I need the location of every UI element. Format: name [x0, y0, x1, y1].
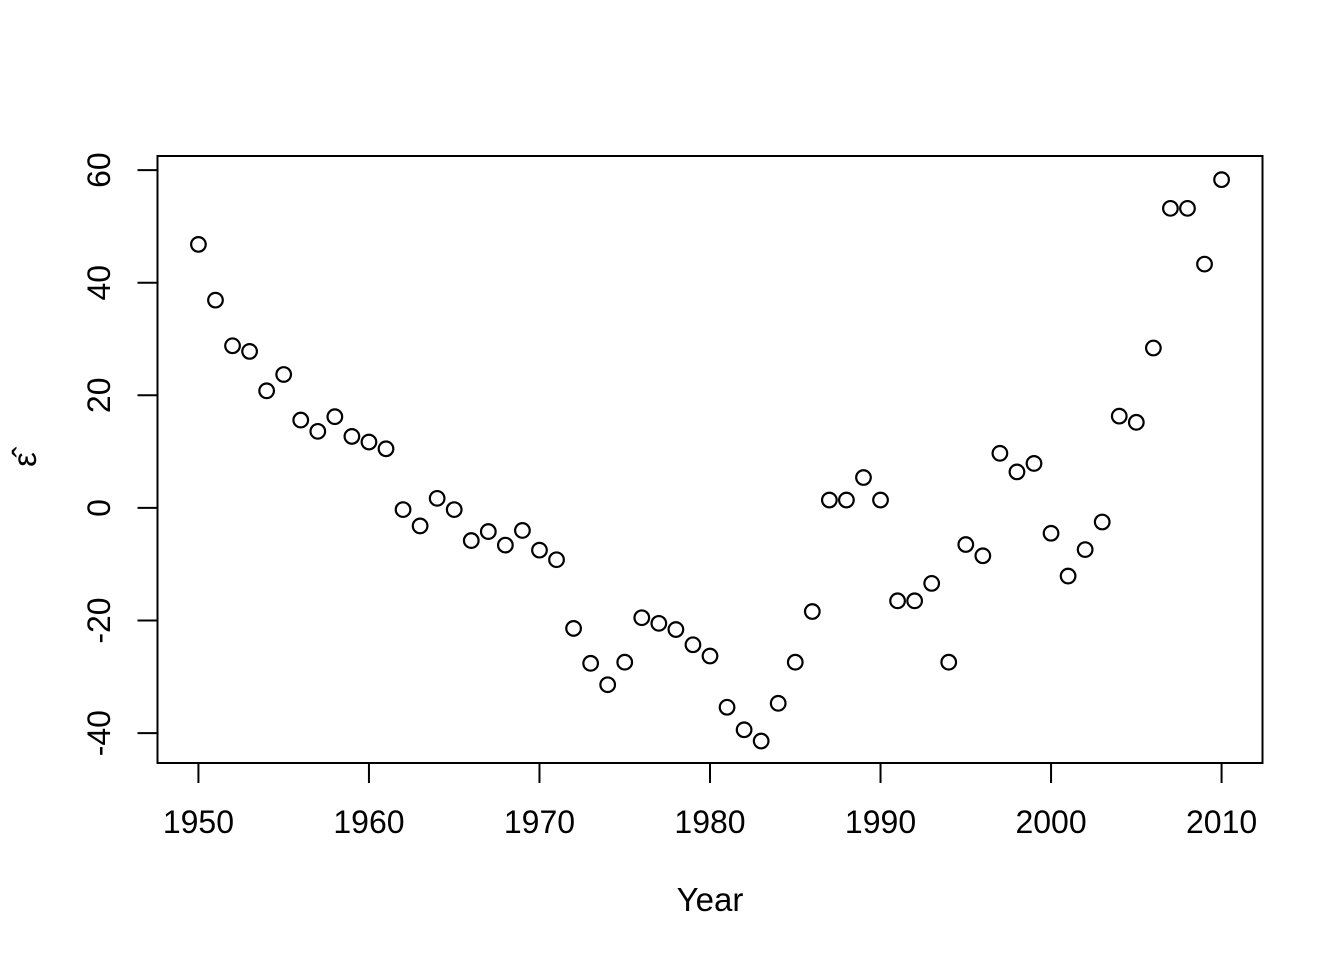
- x-tick-label: 1990: [845, 804, 916, 840]
- data-point: [258, 382, 276, 400]
- data-point: [309, 422, 327, 440]
- y-tick-label: 60: [81, 152, 117, 188]
- data-point: [411, 517, 429, 535]
- data-point: [1179, 199, 1196, 217]
- data-point: [275, 366, 293, 383]
- data-point: [1059, 567, 1077, 585]
- data-point: [906, 592, 924, 610]
- x-tick-label: 2000: [1015, 804, 1086, 840]
- data-point: [957, 536, 975, 553]
- data-point: [1196, 255, 1213, 273]
- data-point: [752, 732, 770, 750]
- data-point: [974, 547, 992, 565]
- data-point: [343, 428, 361, 445]
- data-point: [479, 523, 497, 540]
- data-point: [582, 654, 600, 672]
- data-point: [718, 698, 736, 716]
- data-point: [616, 653, 634, 671]
- data-point: [667, 621, 685, 638]
- data-point: [820, 491, 838, 509]
- data-point: [599, 676, 617, 694]
- x-tick-label: 1950: [163, 804, 234, 840]
- data-point: [565, 620, 582, 637]
- y-tick-label: 0: [81, 499, 117, 517]
- data-point: [786, 653, 804, 671]
- data-point: [1213, 171, 1230, 189]
- data-point: [803, 603, 821, 620]
- data-point: [531, 541, 548, 559]
- data-point: [769, 694, 787, 712]
- data-point: [650, 614, 668, 632]
- data-point: [224, 337, 241, 355]
- data-point: [1162, 199, 1179, 217]
- data-point: [1093, 513, 1111, 531]
- x-tick-label: 2010: [1186, 804, 1257, 840]
- x-tick-label: 1970: [504, 804, 575, 840]
- data-point: [701, 647, 719, 665]
- y-tick-label: 20: [81, 378, 117, 414]
- y-tick-label: -40: [81, 710, 117, 756]
- data-point: [1110, 407, 1128, 425]
- data-point: [292, 411, 310, 429]
- data-point: [633, 609, 651, 627]
- data-point: [428, 489, 446, 507]
- data-point: [241, 342, 258, 360]
- data-point: [1042, 524, 1060, 542]
- data-point: [360, 433, 378, 451]
- y-tick-label: 40: [81, 265, 117, 301]
- data-point: [735, 721, 753, 739]
- data-point: [462, 532, 480, 549]
- data-point: [889, 592, 906, 610]
- x-tick-label: 1960: [333, 804, 404, 840]
- plot-box: [156, 155, 1264, 764]
- data-point: [1025, 455, 1043, 472]
- y-tick-label: -20: [81, 597, 117, 643]
- data-point: [326, 408, 344, 426]
- data-point: [684, 636, 702, 654]
- data-point: [445, 501, 463, 519]
- data-point: [1144, 339, 1162, 357]
- data-point: [548, 551, 565, 569]
- x-tick-label: 1980: [674, 804, 745, 840]
- data-point: [514, 522, 531, 539]
- data-point: [377, 440, 395, 458]
- data-point: [923, 574, 941, 592]
- data-point: [496, 536, 514, 554]
- data-point: [838, 491, 855, 509]
- y-axis-label: ε̂: [6, 446, 43, 467]
- data-point: [1076, 541, 1094, 558]
- data-point: [190, 236, 207, 253]
- data-point: [1008, 463, 1026, 481]
- data-point: [1127, 413, 1145, 431]
- data-point: [394, 501, 412, 519]
- data-point: [872, 491, 889, 509]
- data-point: [991, 444, 1009, 462]
- data-point: [855, 469, 872, 486]
- x-axis-label: Year: [677, 881, 744, 918]
- data-point: [207, 291, 224, 309]
- data-point: [940, 653, 958, 671]
